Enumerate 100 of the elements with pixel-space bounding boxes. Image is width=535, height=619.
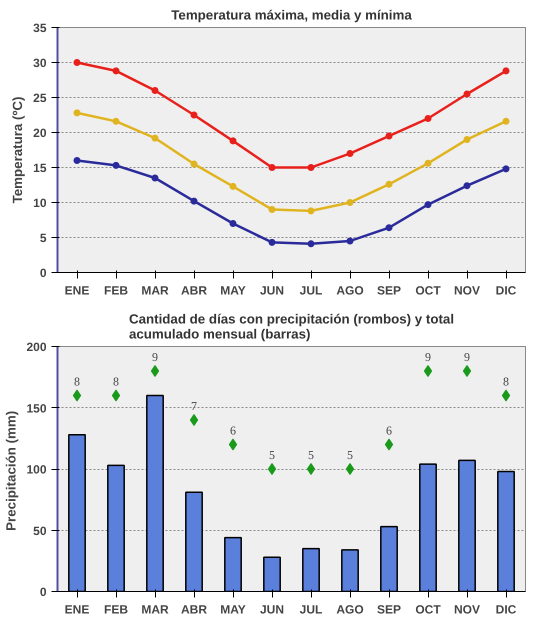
point [346,150,354,157]
data-label: 9 [152,350,158,364]
point [424,115,432,122]
chart-title: Temperatura máxima, media y mínima [171,8,412,22]
x-tick-label: DIC [496,602,517,616]
point [230,182,236,190]
data-label: 7 [191,399,197,413]
x-tick-label: NOV [454,284,480,298]
point [464,136,470,143]
x-tick-label: JUL [300,602,322,616]
data-label: 9 [425,350,431,364]
point [152,174,158,182]
x-tick-label: FEB [104,284,128,298]
data-label: 6 [386,424,392,438]
x-tick-label: ENE [64,602,90,616]
x-tick-label: ABR [181,284,208,298]
point [190,160,198,168]
y-axis-title: Temperatura (ºC) [10,96,26,204]
point [74,157,80,164]
x-tick-label: JUL [300,284,322,298]
y-tick-label: 0 [40,266,47,280]
x-tick-label: MAY [220,284,246,298]
y-tick-label: 30 [33,56,47,70]
point [386,180,392,188]
point [112,118,120,125]
x-tick-label: JUN [260,602,284,616]
data-label: 5 [269,448,275,462]
x-tick-label: OCT [415,602,442,616]
point [112,162,120,169]
chart-title: Cantidad de días con precipitación (rombos) y total acumulado mensual (barras) [128,312,454,342]
x-tick-label: AGO [336,284,364,298]
point [230,137,236,144]
y-tick-label: 20 [33,126,47,140]
x-tick-label: NOV [454,602,480,616]
y-axis-title: Precipitación (mm) [3,410,18,531]
point [502,118,510,125]
y-tick-label: 25 [33,91,47,105]
point [502,165,510,172]
point [424,201,432,208]
data-label: 6 [230,424,236,438]
x-tick-label: SEP [376,284,402,298]
point [502,67,510,74]
point [464,90,470,98]
x-tick-label: MAR [141,602,169,616]
point [464,182,470,190]
y-tick-label: 0 [40,585,47,599]
data-label: 8 [113,374,119,388]
point [346,199,354,206]
x-tick-label: ABR [181,602,208,616]
x-tick-label: JUN [260,284,284,298]
data-label: 9 [464,350,470,364]
point [190,198,198,205]
data-label: 8 [74,374,80,388]
point [384,438,394,450]
point [268,164,276,171]
x-tick-label: OCT [415,284,442,298]
point [386,132,392,140]
x-tick-label: AGO [336,602,364,616]
y-tick-label: 5 [40,231,47,245]
y-tick-label: 35 [33,21,47,35]
point [424,365,432,377]
point [386,224,392,232]
point [308,164,314,171]
point [150,365,160,377]
x-tick-label: SEP [376,602,402,616]
point [308,207,314,214]
y-tick-label: 200 [26,340,47,354]
data-label: 5 [308,448,314,462]
point [346,463,354,475]
x-tick-label: MAY [220,602,246,616]
point [502,390,510,402]
point [152,134,158,142]
point [346,238,354,244]
y-tick-label: 10 [33,196,47,210]
point [74,109,80,116]
point [306,463,316,475]
point [190,112,198,118]
point [112,67,120,74]
point [308,240,314,248]
x-tick-label: ENE [64,284,90,298]
point [230,220,236,227]
point [268,463,276,475]
y-tick-label: 100 [26,462,47,476]
point [152,87,158,94]
x-tick-label: MAR [141,284,169,298]
point [424,160,432,167]
point [190,414,198,426]
y-tick-label: 50 [33,524,47,538]
data-label: 8 [503,374,509,388]
point [228,438,238,450]
point [268,206,276,213]
x-tick-label: DIC [496,284,517,298]
y-tick-label: 150 [26,401,47,416]
point [72,390,82,402]
data-label: 5 [347,448,353,462]
point [462,365,472,377]
x-tick-label: FEB [104,602,128,616]
point [112,390,120,402]
point [268,238,276,246]
point [74,59,80,66]
